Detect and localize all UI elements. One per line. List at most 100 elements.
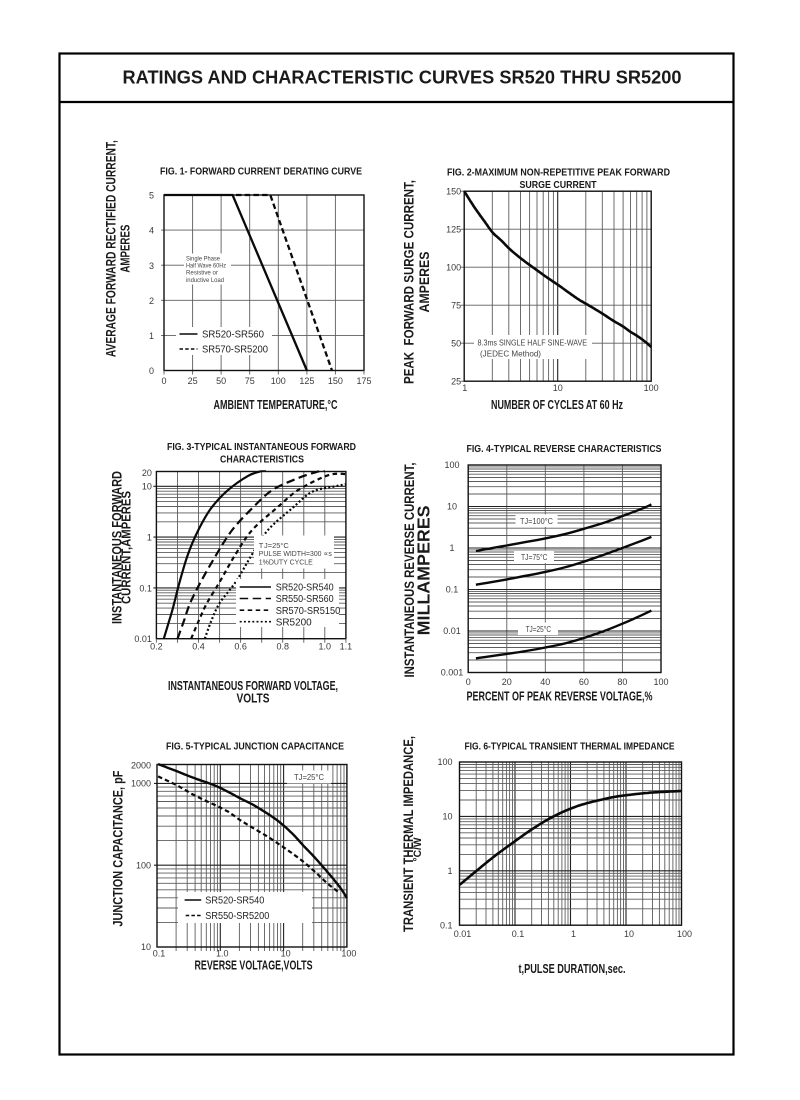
svg-text:125: 125 <box>299 376 314 386</box>
svg-text:SR5200: SR5200 <box>276 616 312 628</box>
svg-text:1: 1 <box>447 866 452 876</box>
svg-text:100: 100 <box>271 376 286 386</box>
svg-text:25: 25 <box>451 376 461 386</box>
svg-text:AMPERES: AMPERES <box>416 252 432 313</box>
svg-text:SR520-SR540: SR520-SR540 <box>205 895 264 907</box>
svg-text:Single Phase: Single Phase <box>186 256 220 263</box>
svg-text:0.1: 0.1 <box>512 929 525 939</box>
svg-text:FIG. 3-TYPICAL INSTANTANEOUS F: FIG. 3-TYPICAL INSTANTANEOUS FORWARD <box>167 441 356 453</box>
svg-text:inductive Load: inductive Load <box>186 277 224 284</box>
svg-text:10: 10 <box>624 929 634 939</box>
svg-text:FIG. 2-MAXIMUM NON-REPETITIVE: FIG. 2-MAXIMUM NON-REPETITIVE PEAK FORWA… <box>447 167 670 179</box>
svg-text:AVERAGE FORWARD RECTIFIED CURR: AVERAGE FORWARD RECTIFIED CURRENT, <box>104 140 119 357</box>
svg-text:TJ=25°C: TJ=25°C <box>294 772 324 782</box>
svg-text:10: 10 <box>141 942 151 952</box>
svg-text:RATINGS AND CHARACTERISTIC CUR: RATINGS AND CHARACTERISTIC CURVES SR520 … <box>123 67 682 88</box>
svg-text:75: 75 <box>451 300 461 310</box>
svg-text:1: 1 <box>462 383 467 393</box>
svg-text:FIG. 1- FORWARD CURRENT DERATI: FIG. 1- FORWARD CURRENT DERATING CURVE <box>160 166 362 178</box>
svg-text:10: 10 <box>281 949 291 959</box>
svg-text:TJ=75°C: TJ=75°C <box>521 552 548 562</box>
svg-text:INSTANTANEOUS FORWARD VOLTAGE,: INSTANTANEOUS FORWARD VOLTAGE, <box>168 679 338 693</box>
svg-text:1.0: 1.0 <box>319 642 332 652</box>
svg-text:0.01: 0.01 <box>134 634 152 644</box>
svg-text:TJ=100°C: TJ=100°C <box>520 516 553 526</box>
svg-text:1000: 1000 <box>131 779 151 789</box>
svg-text:1: 1 <box>147 533 152 543</box>
svg-text:MILLAMPERES: MILLAMPERES <box>414 505 434 635</box>
svg-text:0.1: 0.1 <box>153 949 166 959</box>
svg-text:100: 100 <box>341 949 356 959</box>
svg-text:PEAK FORWARD SURGE CURRENT,: PEAK FORWARD SURGE CURRENT, <box>401 180 416 384</box>
svg-text:100: 100 <box>644 383 659 393</box>
svg-text:10: 10 <box>142 482 152 492</box>
svg-text:0.2: 0.2 <box>150 642 163 652</box>
svg-text:1: 1 <box>149 331 154 341</box>
svg-text:TJ=25°C: TJ=25°C <box>526 624 551 634</box>
svg-text:5: 5 <box>149 191 154 201</box>
svg-text:FIG. 4-TYPICAL REVERSE CHARACT: FIG. 4-TYPICAL REVERSE CHARACTERISTICS <box>467 443 662 455</box>
svg-text:SR550-SR560: SR550-SR560 <box>276 593 334 605</box>
svg-text:0: 0 <box>149 366 154 376</box>
svg-text:T J=25°C: T J=25°C <box>259 541 290 550</box>
svg-text:TRANSIENT THERMAL IMPEDANCE,: TRANSIENT THERMAL IMPEDANCE, <box>401 736 416 932</box>
svg-text:100: 100 <box>446 262 461 272</box>
svg-text:0.8: 0.8 <box>276 642 289 652</box>
svg-text:100: 100 <box>444 460 459 470</box>
svg-text:100: 100 <box>677 929 692 939</box>
svg-text:SR570-SR5150: SR570-SR5150 <box>276 605 341 617</box>
svg-text:10: 10 <box>442 812 452 822</box>
svg-text:1: 1 <box>449 543 454 553</box>
svg-text:SR520-SR540: SR520-SR540 <box>276 582 334 594</box>
svg-text:CHARACTERISTICS: CHARACTERISTICS <box>220 454 304 466</box>
svg-text:0.01: 0.01 <box>454 929 472 939</box>
svg-text:INSTANTANEOUS FORWARD: INSTANTANEOUS FORWARD <box>110 471 125 624</box>
svg-text:CURRENT,AMPERES: CURRENT,AMPERES <box>120 491 134 604</box>
svg-text:8.3ms SINGLE HALF SINE-WAVE: 8.3ms SINGLE HALF SINE-WAVE <box>478 339 588 348</box>
svg-text:50: 50 <box>216 376 226 386</box>
svg-text:0.001: 0.001 <box>441 668 464 678</box>
svg-text:0.1: 0.1 <box>440 920 453 930</box>
svg-text:2000: 2000 <box>131 760 151 770</box>
svg-text:SR550-SR5200: SR550-SR5200 <box>205 910 269 922</box>
svg-text:SR570-SR5200: SR570-SR5200 <box>202 344 268 356</box>
svg-text:25: 25 <box>188 376 198 386</box>
svg-text:3: 3 <box>149 261 154 271</box>
svg-text:AMBIENT TEMPERATURE,°C: AMBIENT TEMPERATURE,°C <box>214 398 338 412</box>
svg-text:20: 20 <box>502 677 512 687</box>
svg-text:10: 10 <box>447 502 457 512</box>
svg-text:INSTANTANEOUS REVERSE CURRENT,: INSTANTANEOUS REVERSE CURRENT, <box>402 463 417 678</box>
svg-text:0.1: 0.1 <box>139 583 152 593</box>
svg-text:1.1: 1.1 <box>340 642 353 652</box>
svg-text:0.1: 0.1 <box>446 585 459 595</box>
svg-text:125: 125 <box>446 224 461 234</box>
svg-text:20: 20 <box>142 468 152 478</box>
svg-text:150: 150 <box>328 376 343 386</box>
svg-text:40: 40 <box>540 677 550 687</box>
svg-text:FIG. 5-TYPICAL JUNCTION CAPACI: FIG. 5-TYPICAL JUNCTION CAPACITANCE <box>166 741 344 753</box>
svg-text:JUNCTION CAPACITANCE, pF: JUNCTION CAPACITANCE, pF <box>110 771 125 927</box>
svg-text:2: 2 <box>149 296 154 306</box>
svg-text:60: 60 <box>579 677 589 687</box>
svg-text:100: 100 <box>437 757 452 767</box>
svg-text:1%DUTY CYCLE: 1%DUTY CYCLE <box>259 557 313 566</box>
svg-text:SURGE CURRENT: SURGE CURRENT <box>520 179 597 191</box>
svg-text:SR520-SR560: SR520-SR560 <box>202 329 264 341</box>
svg-text:NUMBER OF CYCLES AT 60 Hz: NUMBER OF CYCLES AT 60 Hz <box>491 398 623 412</box>
svg-text:0: 0 <box>466 677 471 687</box>
svg-text:1: 1 <box>571 929 576 939</box>
svg-text:4: 4 <box>149 226 154 236</box>
svg-text:(JEDEC Method): (JEDEC Method) <box>480 350 541 359</box>
svg-text:VOLTS: VOLTS <box>237 692 270 706</box>
svg-text:t,PULSE DURATION,sec.: t,PULSE DURATION,sec. <box>519 962 626 976</box>
svg-text:80: 80 <box>617 677 627 687</box>
svg-text:100: 100 <box>653 677 668 687</box>
svg-text:10: 10 <box>553 383 563 393</box>
svg-text:100: 100 <box>136 860 151 870</box>
svg-text:PULSE WIDTH=300 ∝s: PULSE WIDTH=300 ∝s <box>259 549 332 558</box>
svg-text:0.01: 0.01 <box>443 626 461 636</box>
svg-text:0: 0 <box>161 376 166 386</box>
svg-text:150: 150 <box>446 186 461 196</box>
svg-text:0.4: 0.4 <box>192 642 205 652</box>
svg-text:°C/W: °C/W <box>412 837 424 862</box>
